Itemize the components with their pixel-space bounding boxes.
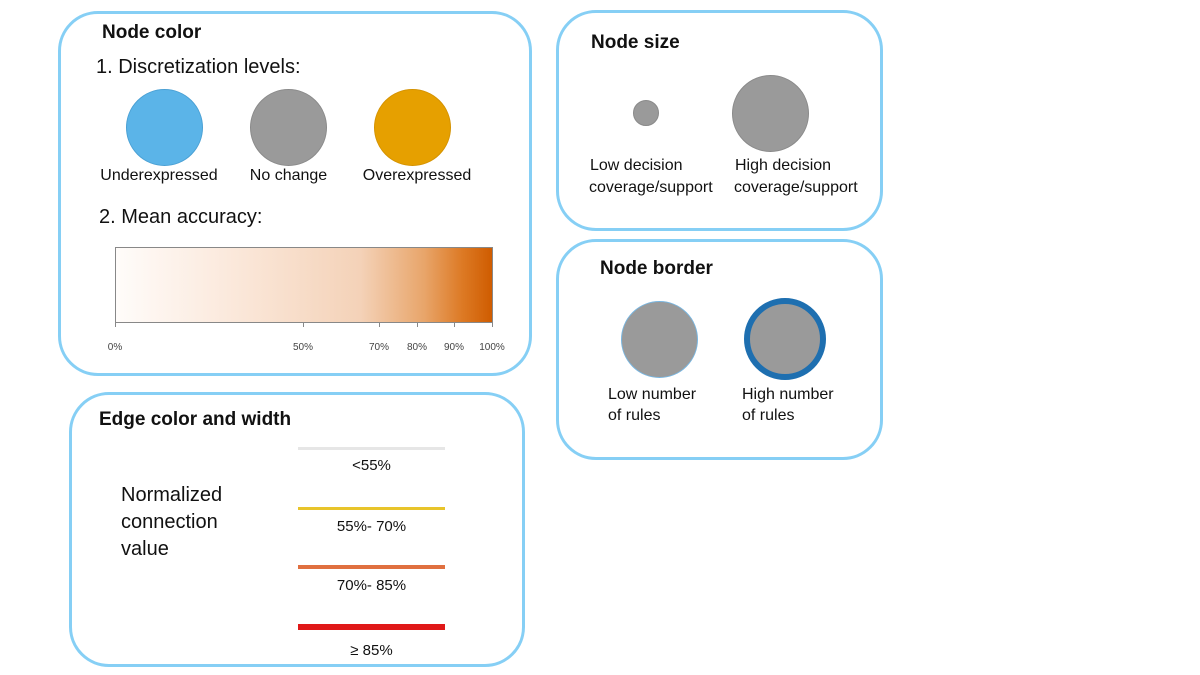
edge-label-55-70: 55%- 70% [336, 518, 407, 535]
accuracy-axis: 0% 50% 70% 80% 90% 100% [108, 323, 505, 353]
low-coverage-label-line2: coverage/support [589, 179, 713, 196]
node-color-title: Node color [102, 22, 202, 43]
axis-tick-mark [303, 323, 304, 327]
axis-tick-mark [492, 323, 493, 327]
axis-tick-label: 80% [406, 342, 428, 353]
large-node-icon [732, 75, 809, 152]
node-size-panel: Node size Low decision coverage/support … [556, 10, 883, 231]
edge-title: Edge color and width [99, 409, 292, 430]
axis-tick-mark [115, 323, 116, 327]
edge-label-70-85: 70%- 85% [336, 577, 407, 594]
edge-line-55-70 [298, 507, 445, 510]
overexpressed-label: Overexpressed [362, 167, 472, 184]
underexpressed-label: Underexpressed [100, 167, 218, 184]
axis-tick-label: 0% [107, 342, 123, 353]
axis-tick-label: 100% [479, 342, 505, 353]
overexpressed-node-swatch [374, 89, 451, 166]
discretization-heading: 1. Discretization levels: [96, 56, 301, 78]
edge-label-85-plus: ≥ 85% [350, 642, 393, 659]
edge-panel [69, 392, 525, 667]
high-coverage-label-line2: coverage/support [734, 179, 858, 196]
axis-tick-mark [417, 323, 418, 327]
node-size-title: Node size [591, 32, 680, 53]
low-rules-label-line2: of rules [608, 407, 661, 424]
small-node-icon [633, 100, 659, 126]
edge-line-below-55 [298, 447, 445, 450]
edge-label-below-55: <55% [352, 457, 391, 474]
edge-line-70-85 [298, 565, 445, 569]
axis-tick-label: 90% [443, 342, 465, 353]
thick-border-node-icon [744, 298, 826, 380]
axis-tick-label: 50% [292, 342, 314, 353]
high-rules-label-line1: High number [742, 386, 834, 403]
accuracy-colorbar [115, 247, 493, 323]
high-coverage-label-line1: High decision [735, 157, 832, 174]
axis-tick-mark [379, 323, 380, 327]
low-coverage-label-line1: Low decision [590, 157, 683, 174]
underexpressed-node-swatch [126, 89, 203, 166]
no-change-label: No change [249, 167, 328, 184]
thin-border-node-icon [621, 301, 698, 378]
axis-tick-mark [454, 323, 455, 327]
edge-line-85-plus [298, 624, 445, 630]
node-border-title: Node border [600, 258, 713, 279]
high-rules-label-line2: of rules [742, 407, 795, 424]
mean-accuracy-heading: 2. Mean accuracy: [99, 206, 263, 228]
axis-tick-label: 70% [368, 342, 390, 353]
edge-description-line2: connection [121, 511, 218, 533]
edge-description-line3: value [121, 538, 169, 560]
node-border-panel: Node border Low number of rules High num… [556, 239, 883, 460]
edge-description-line1: Normalized [121, 484, 223, 506]
low-rules-label-line1: Low number [608, 386, 697, 403]
node-color-panel: Node color 1. Discretization levels: Und… [58, 11, 532, 376]
no-change-node-swatch [250, 89, 327, 166]
